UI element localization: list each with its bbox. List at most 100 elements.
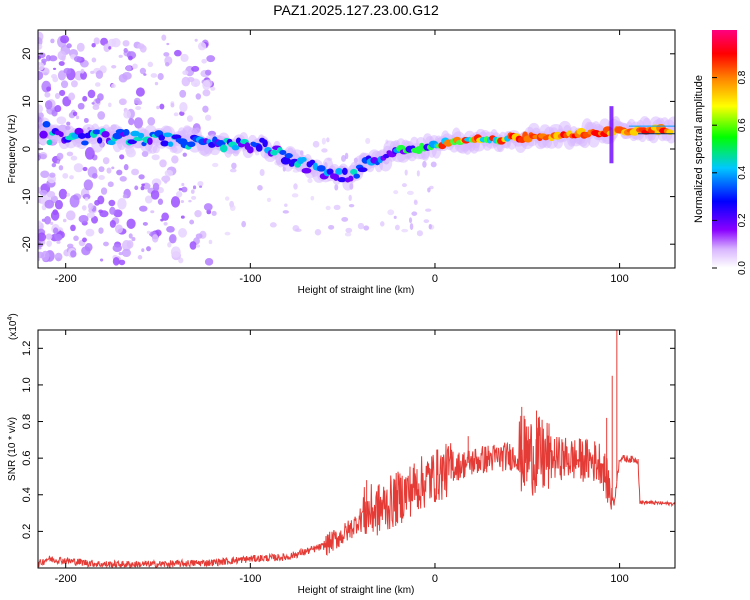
spectrogram-speckle <box>69 194 80 208</box>
spectrogram-speckle <box>208 239 213 245</box>
spectrogram-speckle <box>98 209 104 214</box>
ridge-blob <box>353 173 361 179</box>
spectrogram-speckle <box>401 183 407 188</box>
spectrogram-speckle <box>69 175 74 180</box>
chart-title: PAZ1.2025.127.23.00.G12 <box>273 2 439 18</box>
spectrogram-speckle <box>58 188 68 200</box>
spectrogram-speckle <box>38 104 44 114</box>
spectrogram-speckle <box>44 100 53 110</box>
spectrogram-speckle <box>122 194 128 199</box>
spectrogram-speckle <box>144 195 153 204</box>
spectrogram-speckle <box>87 89 96 99</box>
spectrogram-speckle <box>76 42 85 52</box>
spectrogram-speckle <box>38 220 42 226</box>
spectrogram-speckle <box>181 76 191 87</box>
ridge-blob <box>335 168 343 175</box>
ridge-blob <box>280 156 291 165</box>
spectrogram-speckle <box>123 48 128 53</box>
spectrogram-speckle <box>95 70 104 79</box>
spectrogram-speckle <box>94 82 101 87</box>
spectrogram-speckle <box>146 230 151 234</box>
spectrogram-speckle <box>312 140 320 148</box>
spectrogram-speckle <box>154 81 159 86</box>
spectrogram-speckle <box>118 251 123 256</box>
ridge-blob <box>92 129 101 135</box>
spectrogram-speckle <box>83 179 94 191</box>
spectrogram-speckle <box>345 227 353 234</box>
spectrogram-speckle <box>178 257 184 264</box>
spectrogram-speckle <box>241 220 247 228</box>
spectrogram-speckle <box>57 50 67 61</box>
spectrogram-speckle <box>119 176 127 182</box>
spectrogram-speckle <box>202 105 209 113</box>
spectrogram-speckle <box>166 42 170 46</box>
spectrogram-speckle <box>100 187 108 195</box>
ridge-blob <box>337 177 347 183</box>
spectrogram-speckle <box>67 243 74 249</box>
ridge-blob <box>77 132 86 139</box>
spectrogram-speckle <box>195 244 201 248</box>
spectrogram-speckle <box>56 240 61 244</box>
spectrogram-speckle <box>199 185 203 188</box>
spectrogram-speckle <box>139 205 148 212</box>
ridge-halo <box>667 116 675 132</box>
ridge-blob <box>301 167 312 174</box>
x-tick-label: -200 <box>55 573 77 585</box>
spectrogram-speckle <box>210 86 216 91</box>
x-tick-label: 100 <box>610 573 628 585</box>
spectrogram-speckle <box>93 37 100 45</box>
spectrogram-speckle <box>394 224 400 231</box>
y-tick-label: 10 <box>21 95 33 107</box>
spectrogram-speckle <box>56 116 67 125</box>
spectrogram-speckle <box>159 159 167 168</box>
spectrogram-speckle <box>194 82 198 87</box>
spectrogram-speckle <box>112 244 123 253</box>
spectrogram-speckle <box>91 42 96 48</box>
x-tick-label: 0 <box>432 573 438 585</box>
spectrogram-speckle <box>38 145 41 152</box>
spectrogram-speckle <box>46 190 56 198</box>
spectrogram-speckle <box>65 210 76 221</box>
spectrogram-speckle <box>82 166 88 172</box>
spectrogram-speckle <box>114 224 123 234</box>
y-tick-label: 0.8 <box>21 414 33 429</box>
spectrogram-speckle <box>118 54 123 58</box>
spectrogram-speckle <box>95 97 101 104</box>
spectrogram-speckle <box>103 241 109 247</box>
spectrogram-speckle <box>191 65 200 72</box>
spectrogram-speckle <box>194 38 198 42</box>
spectrogram-speckle <box>202 80 211 91</box>
spectrogram-speckle <box>173 112 179 117</box>
spectrogram-speckle <box>77 102 85 110</box>
spectrogram-speckle <box>126 218 136 229</box>
spectrogram-speckle <box>203 203 213 211</box>
spectrogram-speckle <box>156 105 160 110</box>
spectrogram-speckle <box>41 218 46 222</box>
spectrogram-speckle <box>170 102 175 108</box>
ridge-blob <box>231 144 240 151</box>
spectrogram-speckle <box>52 209 58 216</box>
spectrogram-speckle <box>123 164 129 171</box>
spectrogram-speckle <box>295 228 302 232</box>
ridge-blob <box>158 134 166 141</box>
spectrogram-speckle <box>178 188 183 191</box>
y-tick-label: -20 <box>21 236 33 252</box>
spectrogram-speckle <box>211 210 217 216</box>
spectrogram-speckle <box>182 70 189 76</box>
spectrogram-speckle <box>106 167 112 174</box>
spectrogram-speckle <box>98 166 105 173</box>
spectrogram-speckle <box>84 146 95 160</box>
spectrogram-x-label: Height of straight line (km) <box>298 285 415 296</box>
spectrogram-speckle <box>75 115 80 120</box>
spectrogram-speckle <box>231 162 237 170</box>
spectrogram-speckle <box>38 62 45 71</box>
ridge-blob <box>147 137 153 145</box>
spectrogram-speckle <box>333 204 341 210</box>
spectrogram-speckle <box>117 198 127 210</box>
spectrogram-speckle <box>139 44 147 53</box>
x-tick-label: 100 <box>610 273 628 285</box>
ridge-blob <box>350 168 358 175</box>
spectrogram-speckle <box>66 43 72 49</box>
colorbar-tick-label: 0.2 <box>737 213 748 227</box>
spectrogram-speckle <box>70 80 78 88</box>
